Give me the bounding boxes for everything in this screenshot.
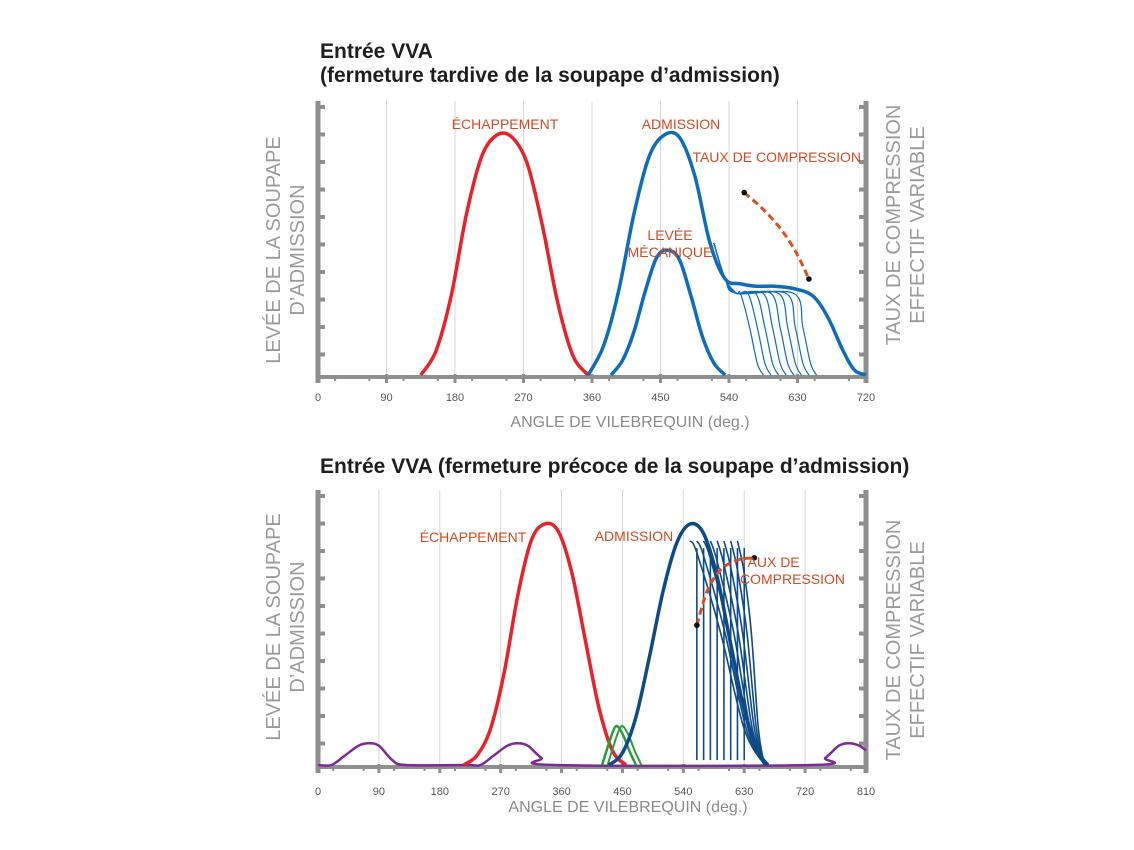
x-tick-label-90: 90 xyxy=(373,786,385,798)
chart-1-y-axis-label-left: LEVÉE DE LA SOUPAPE D’ADMISSION xyxy=(262,136,309,364)
chart-late-closing: Entrée VVA (fermeture tardive de la soup… xyxy=(262,40,929,431)
x-tick-label-180: 180 xyxy=(431,786,449,798)
closing-variant-curve xyxy=(723,540,766,766)
mechanical-lift-curve xyxy=(609,248,727,377)
closing-variant-curve xyxy=(713,242,802,376)
chart-2-series xyxy=(317,521,867,768)
chart-2-y-right-line-2: EFFECTIF VARIABLE xyxy=(907,541,929,738)
chart-2-annotation-compression-line-1: TAUX DE xyxy=(740,554,800,570)
exhaust-lift-curve xyxy=(419,131,590,377)
compression-arrow-end-dot xyxy=(751,554,758,561)
chart-early-closing: Entrée VVA (fermeture précoce de la soup… xyxy=(262,455,929,816)
chart-1-annotation-lift-line-2: MÉCANIQUE xyxy=(628,244,713,260)
chart-2-title: Entrée VVA (fermeture précoce de la soup… xyxy=(320,455,909,478)
chart-1-y-right-line-2: EFFECTIF VARIABLE xyxy=(907,126,929,323)
chart-2-annotation-compression-line-2: COMPRESSION xyxy=(740,571,845,587)
chart-1-y-left-line-2: D’ADMISSION xyxy=(287,184,309,315)
x-tick-label-720: 720 xyxy=(857,392,875,404)
chart-2-x-tick-labels: 0 90 180 270 360 450 540 630 720 810 xyxy=(315,786,875,798)
other-cylinder-curve xyxy=(317,742,867,768)
x-tick-label-360: 360 xyxy=(583,392,601,404)
x-tick-label-270: 270 xyxy=(514,392,532,404)
chart-1-title-line-1: Entrée VVA xyxy=(320,40,433,63)
chart-2-annotation-intake: ADMISSION xyxy=(595,528,674,544)
compression-arrow-start-dot xyxy=(694,622,700,629)
compression-ratio-arrow xyxy=(695,556,755,626)
x-tick-label-0: 0 xyxy=(315,392,321,404)
x-tick-label-90: 90 xyxy=(380,392,392,404)
chart-1-gridlines xyxy=(386,101,798,377)
closing-variant-curve xyxy=(709,540,766,766)
x-tick-label-270: 270 xyxy=(491,786,509,798)
x-tick-label-630: 630 xyxy=(735,786,753,798)
closing-variant-curve xyxy=(713,242,795,376)
chart-2-y-left-line-1: LEVÉE DE LA SOUPAPE xyxy=(262,513,285,741)
compression-ratio-arrow xyxy=(743,191,811,280)
chart-1-x-axis-label: ANGLE DE VILEBREQUIN (deg.) xyxy=(510,414,749,431)
x-tick-label-360: 360 xyxy=(552,786,570,798)
closing-variant-curve xyxy=(713,242,787,376)
chart-1-annotation-compression: TAUX DE COMPRESSION xyxy=(692,149,861,165)
closing-variant-curve xyxy=(702,540,766,766)
closing-variant-curve xyxy=(713,242,818,376)
chart-1-y-right-line-1: TAUX DE COMPRESSION xyxy=(883,105,905,346)
chart-2-annotation-exhaust: ÉCHAPPEMENT xyxy=(420,529,527,545)
x-tick-label-540: 540 xyxy=(674,786,692,798)
closing-variant-curve xyxy=(713,242,764,376)
chart-2-y-axis-label-right: TAUX DE COMPRESSION EFFECTIF VARIABLE xyxy=(883,520,929,761)
x-tick-label-180: 180 xyxy=(446,392,464,404)
chart-1-title-line-2: (fermeture tardive de la soupape d’admis… xyxy=(320,64,780,87)
compression-arrow-start-dot xyxy=(741,189,748,196)
chart-1-axes xyxy=(315,101,869,383)
chart-1-y-axis-label-right: TAUX DE COMPRESSION EFFECTIF VARIABLE xyxy=(883,105,929,346)
x-tick-label-0: 0 xyxy=(315,786,321,798)
chart-2-x-axis-label: ANGLE DE VILEBREQUIN (deg.) xyxy=(508,799,747,816)
compression-arrow-end-dot xyxy=(806,276,812,282)
chart-2-y-axis-label-left: LEVÉE DE LA SOUPAPE D’ADMISSION xyxy=(262,513,309,741)
x-tick-label-450: 450 xyxy=(651,392,669,404)
closing-variant-curve xyxy=(696,540,766,766)
x-tick-label-720: 720 xyxy=(796,786,814,798)
x-tick-label-540: 540 xyxy=(720,392,738,404)
overlap-curve xyxy=(606,725,643,766)
closing-variant-curve xyxy=(736,540,766,766)
chart-1-x-tick-labels: 0 90 180 270 360 450 540 630 720 xyxy=(315,392,875,404)
chart-2-y-right-line-1: TAUX DE COMPRESSION xyxy=(883,520,905,761)
chart-1-series xyxy=(419,130,867,377)
chart-2-y-left-line-2: D’ADMISSION xyxy=(287,561,309,692)
closing-variant-curve xyxy=(689,540,766,766)
x-tick-label-450: 450 xyxy=(613,786,631,798)
x-tick-label-630: 630 xyxy=(788,392,806,404)
x-tick-label-810: 810 xyxy=(857,786,875,798)
exhaust-lift-curve xyxy=(462,521,628,767)
closing-variant-curve xyxy=(713,242,772,376)
chart-1-annotation-lift-line-1: LEVÉE xyxy=(647,227,692,243)
chart-1-y-left-line-1: LEVÉE DE LA SOUPAPE xyxy=(262,136,285,364)
chart-1-annotation-exhaust: ÉCHAPPEMENT xyxy=(452,116,559,132)
chart-2-axes xyxy=(315,490,869,773)
chart-1-annotation-intake: ADMISSION xyxy=(642,116,721,132)
